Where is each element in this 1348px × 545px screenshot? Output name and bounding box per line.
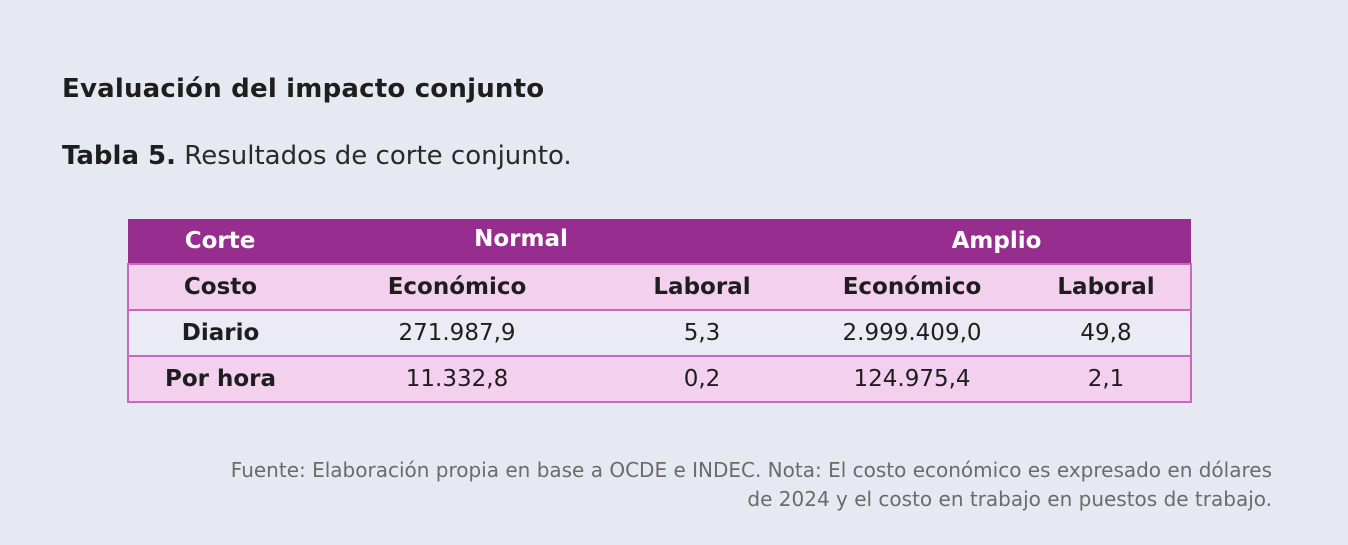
subheader-normal-economico: Económico xyxy=(312,263,602,311)
row-label: Diario xyxy=(127,310,312,356)
table-caption-text: Resultados de corte conjunto. xyxy=(184,141,572,171)
cell-normal-laboral: 5,3 xyxy=(602,310,803,356)
cell-amplio-economico: 2.999.409,0 xyxy=(802,310,1023,356)
subheader-amplio-economico: Económico xyxy=(802,263,1023,311)
header-normal-label: Normal xyxy=(474,226,568,252)
subheader-amplio-laboral: Laboral xyxy=(1022,263,1193,311)
source-note-line: de 2024 y el costo en trabajo en puestos… xyxy=(747,487,1272,511)
source-note: Fuente: Elaboración propia en base a OCD… xyxy=(42,456,1272,514)
table-caption-label: Tabla 5. xyxy=(62,141,177,171)
source-note-line: Fuente: Elaboración propia en base a OCD… xyxy=(230,458,1272,482)
cell-normal-economico: 271.987,9 xyxy=(312,310,602,356)
row-label: Por hora xyxy=(127,355,312,403)
subheader-normal-laboral: Laboral xyxy=(602,263,803,311)
table-row: Por hora 11.332,8 0,2 124.975,4 2,1 xyxy=(127,355,1193,403)
table-row: Diario 271.987,9 5,3 2.999.409,0 49,8 xyxy=(127,310,1193,356)
table-subheader-row: Costo Económico Laboral Económico Labora… xyxy=(127,263,1193,311)
cell-amplio-economico: 124.975,4 xyxy=(802,355,1023,403)
subheader-costo: Costo xyxy=(127,263,312,311)
table-caption: Tabla 5. Resultados de corte conjunto. xyxy=(62,141,572,171)
section-heading: Evaluación del impacto conjunto xyxy=(62,74,545,104)
table-header-row: Corte Normal Amplio xyxy=(128,219,1192,264)
cell-normal-economico: 11.332,8 xyxy=(312,355,602,403)
cell-amplio-laboral: 2,1 xyxy=(1022,355,1193,403)
header-corte: Corte xyxy=(128,219,312,264)
cell-normal-laboral: 0,2 xyxy=(602,355,803,403)
results-table: Corte Normal Amplio Costo Económico Labo… xyxy=(127,219,1193,403)
cell-amplio-laboral: 49,8 xyxy=(1022,310,1193,356)
header-amplio: Amplio xyxy=(802,219,1192,264)
header-normal: Normal xyxy=(312,219,803,264)
